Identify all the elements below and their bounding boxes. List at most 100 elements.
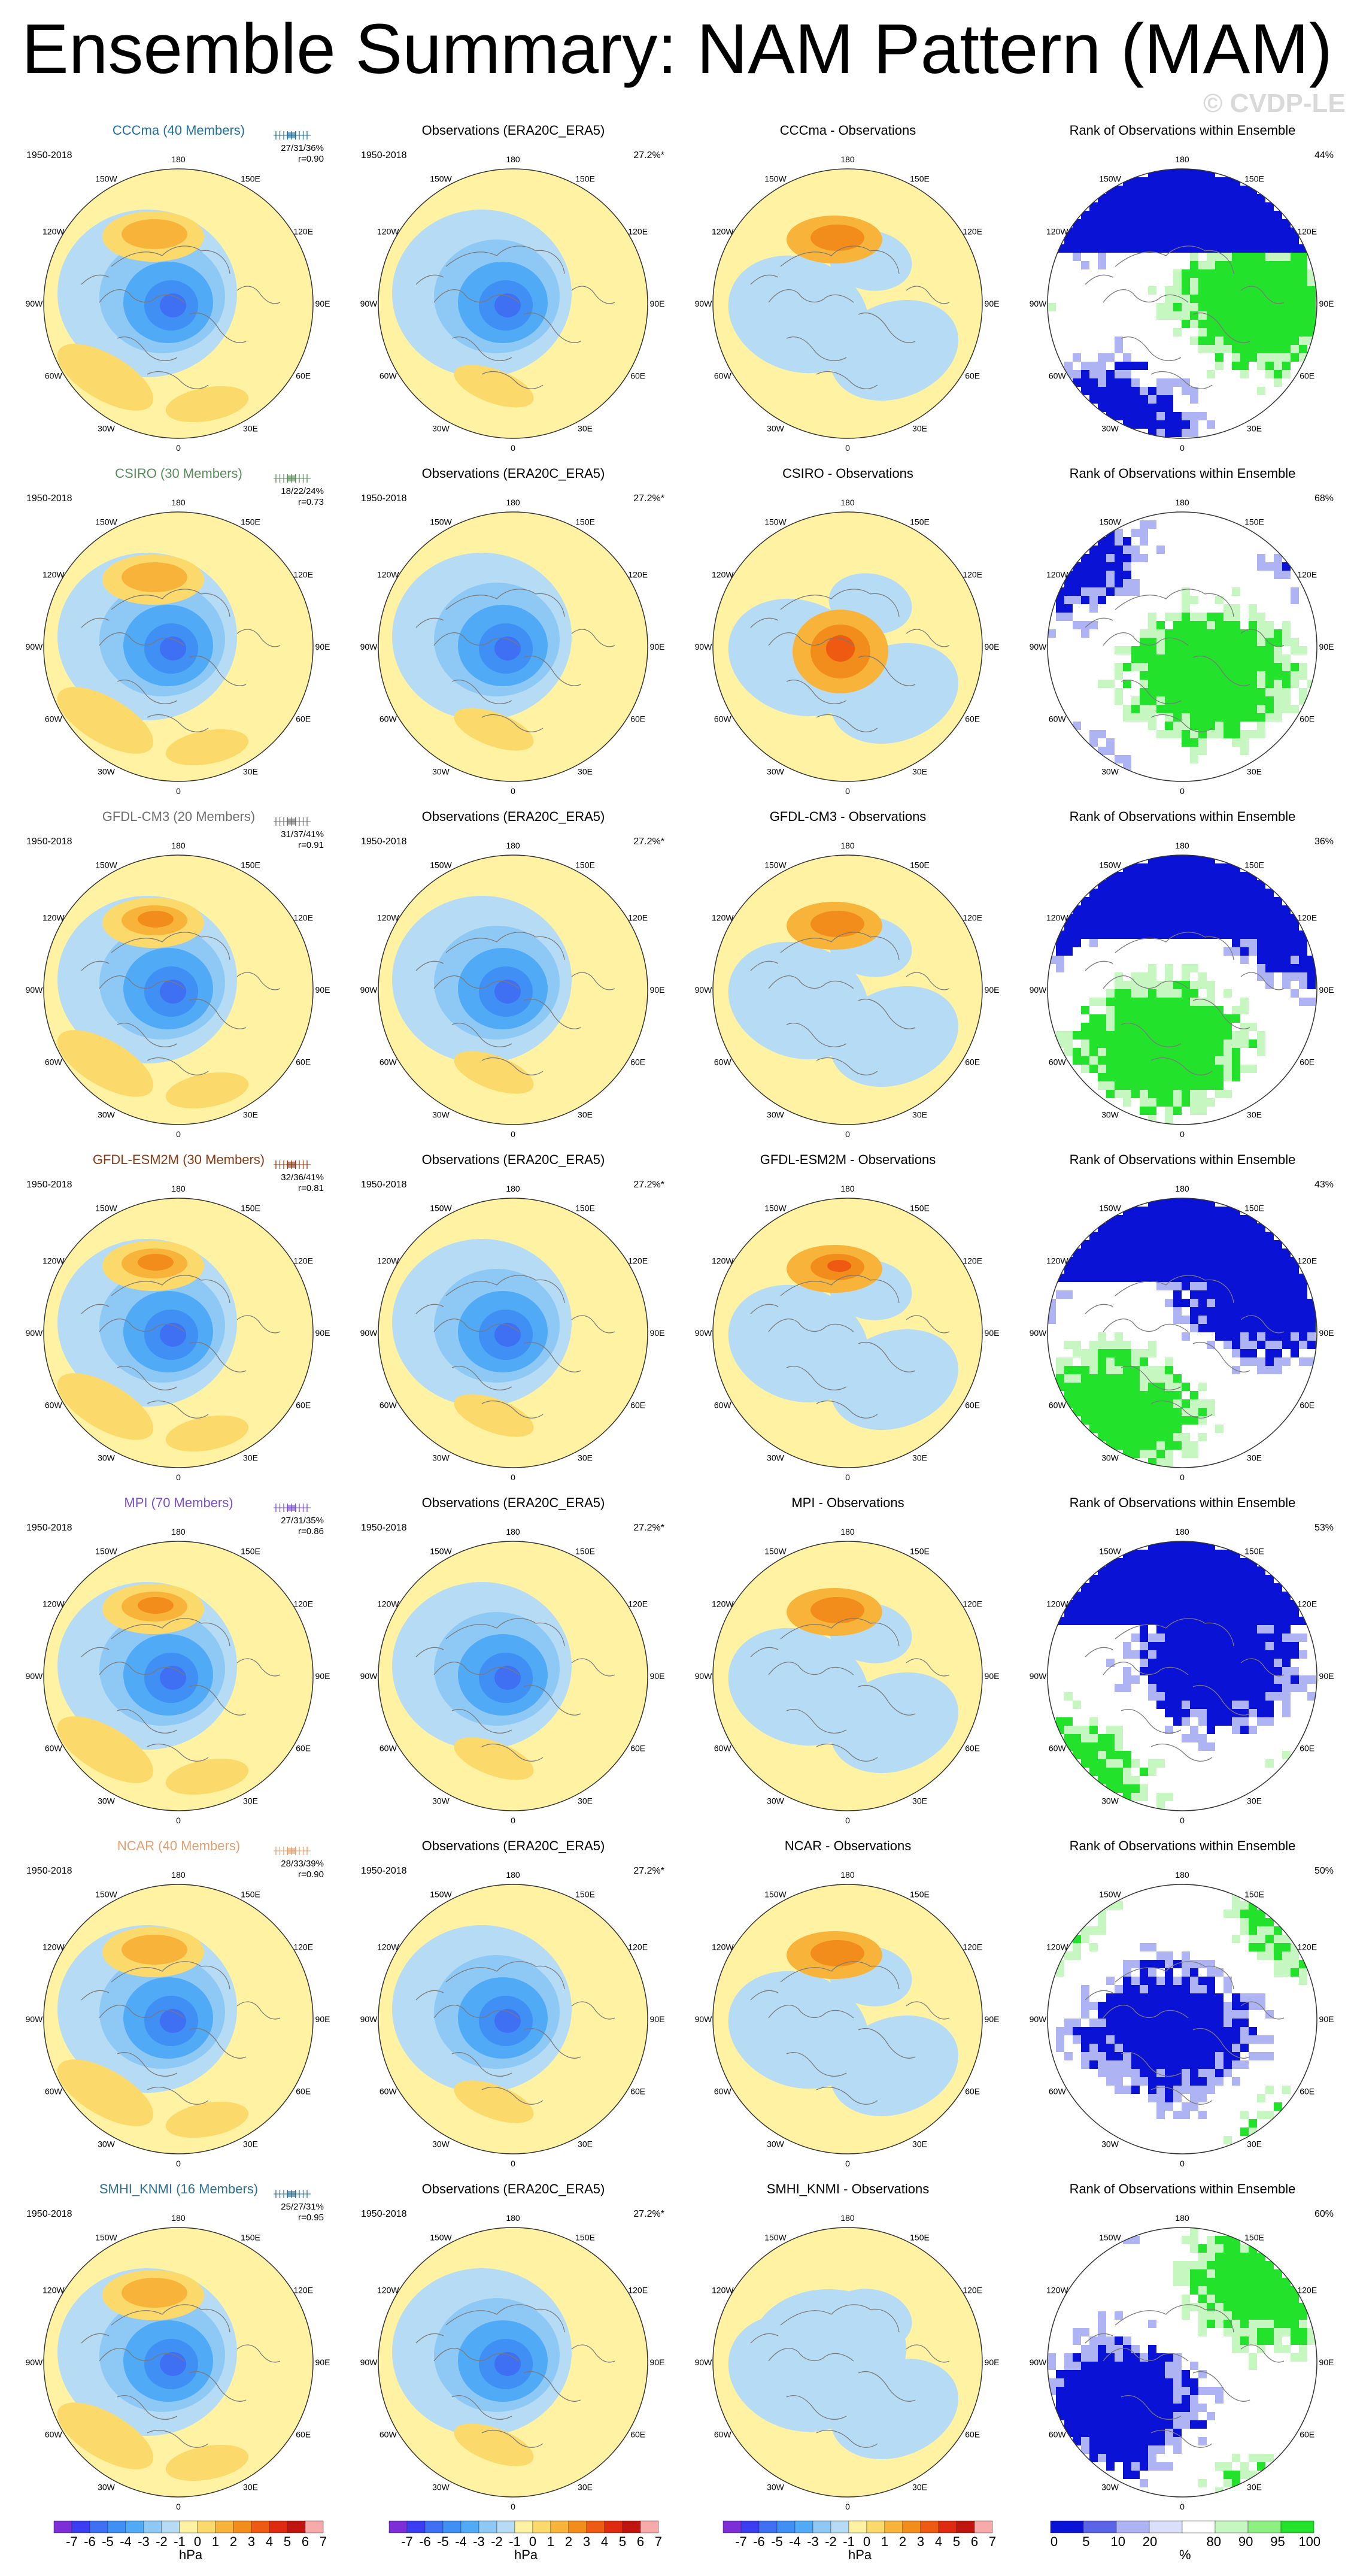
rank-cell <box>1106 1349 1115 1357</box>
lon-label: 60W <box>1049 714 1067 724</box>
rank-cell <box>1299 328 1307 337</box>
rank-cell <box>1249 2002 1257 2010</box>
rank-cell <box>1190 680 1198 688</box>
rank-cell <box>1073 1265 1081 1274</box>
rank-cell <box>1240 663 1249 671</box>
negative-anomaly-region <box>160 1666 186 1690</box>
rank-cell <box>1148 2069 1156 2077</box>
rank-cell <box>1148 2060 1156 2069</box>
rank-cell <box>1215 1073 1224 1081</box>
negative-anomaly-region <box>830 1672 958 1774</box>
panel-title: NCAR (40 Members) <box>117 1838 241 1853</box>
rank-cell <box>1156 621 1165 629</box>
rank-cell <box>1215 2295 1224 2303</box>
rank-cell <box>1190 387 1198 395</box>
rank-cell <box>1215 1659 1224 1667</box>
rank-cell <box>1165 2353 1173 2362</box>
rank-cell <box>1115 2069 1123 2077</box>
rank-cell <box>1173 2437 1182 2445</box>
rank-cell <box>1291 1324 1299 1332</box>
rank-cell <box>1156 1951 1165 1960</box>
rank-cell <box>1148 621 1156 629</box>
ensemble-spread-glyph <box>271 815 313 828</box>
rank-cell <box>1240 1592 1249 1600</box>
rank-cell <box>1115 981 1123 989</box>
rank-cell <box>1123 2437 1131 2445</box>
rank-cell <box>1182 1450 1190 1458</box>
rank-cell <box>1190 1232 1198 1240</box>
rank-cell <box>1249 2052 1257 2060</box>
rank-cell <box>1190 1265 1198 1274</box>
rank-cell <box>1215 1282 1224 1290</box>
rank-cell <box>1140 713 1148 722</box>
rank-cell <box>1299 956 1307 964</box>
lon-label: 90E <box>1319 2357 1334 2367</box>
lon-label: 120E <box>963 913 982 923</box>
lon-label: 60E <box>630 2087 645 2096</box>
rank-cell <box>1064 947 1073 956</box>
colorbar-swatch <box>622 2520 641 2533</box>
rank-cell <box>1207 2035 1215 2044</box>
figure-title: Ensemble Summary: NAM Pattern (MAM) <box>21 10 1333 89</box>
rank-cell <box>1081 1023 1089 1031</box>
rank-cell <box>1131 1634 1140 1642</box>
rank-cell <box>1089 1726 1098 1734</box>
rank-cell <box>1131 2437 1140 2445</box>
rank-cell <box>1274 320 1282 328</box>
coastline <box>768 632 854 646</box>
rank-cell <box>1198 2086 1207 2094</box>
rank-cell <box>1165 1684 1173 1692</box>
colorbar-tick-label: -4 <box>455 2534 467 2549</box>
rank-cell <box>1115 1232 1123 1240</box>
rank-cell <box>1274 228 1282 236</box>
lon-label: 180 <box>506 1184 520 1193</box>
rank-cell <box>1081 2395 1089 2404</box>
rank-cell <box>1148 646 1156 654</box>
rank-cell <box>1274 345 1282 353</box>
map-border <box>1047 854 1317 1125</box>
rank-cell <box>1265 1307 1274 1316</box>
rank-cell <box>1257 328 1265 337</box>
rank-cell <box>1282 1659 1291 1667</box>
rank-cell <box>1123 889 1131 897</box>
rank-cell <box>1048 303 1056 311</box>
lon-label: 60E <box>965 2087 980 2096</box>
rank-cell <box>1081 2035 1089 2044</box>
coastline <box>415 960 444 971</box>
rank-cell <box>1265 663 1274 671</box>
rank-cell <box>1098 1918 1106 1926</box>
rank-cell <box>1131 1274 1140 1282</box>
rank-cell <box>1131 1399 1140 1408</box>
rank-cell <box>1240 353 1249 362</box>
rank-cell <box>1156 2378 1165 2387</box>
rank-cell <box>1131 2445 1140 2454</box>
negative-anomaly-region <box>728 1284 869 1403</box>
rank-cell <box>1282 1592 1291 1600</box>
rank-cell <box>1215 1566 1224 1575</box>
rank-cell <box>1249 1349 1257 1357</box>
rank-cell <box>1089 236 1098 244</box>
rank-cell <box>1140 1073 1148 1081</box>
colorbar-swatch <box>586 2520 605 2533</box>
lon-label: 60E <box>965 1057 980 1067</box>
rank-cell <box>1190 1960 1198 1968</box>
coastline <box>858 998 916 1029</box>
rank-cell <box>1207 2303 1215 2311</box>
rank-cell <box>1257 1617 1265 1625</box>
map-border <box>712 2227 983 2498</box>
rank-cell <box>1156 1215 1165 1223</box>
rank-cell <box>1148 1450 1156 1458</box>
rank-cell <box>1232 2035 1240 2044</box>
lon-label: 120E <box>963 227 982 237</box>
rank-cell <box>1148 1040 1156 1048</box>
rank-cell <box>1165 1240 1173 1248</box>
rank-cell <box>1123 1768 1131 1776</box>
rank-cell <box>1282 1634 1291 1642</box>
rank-cell <box>1265 1701 1274 1709</box>
rank-cell <box>1148 1960 1156 1968</box>
lon-label: 150W <box>1099 2232 1121 2242</box>
rank-cell <box>1148 2370 1156 2378</box>
rank-cell <box>1224 1031 1232 1040</box>
rank-cell <box>1265 2010 1274 2019</box>
rank-cell <box>1232 2244 1240 2253</box>
